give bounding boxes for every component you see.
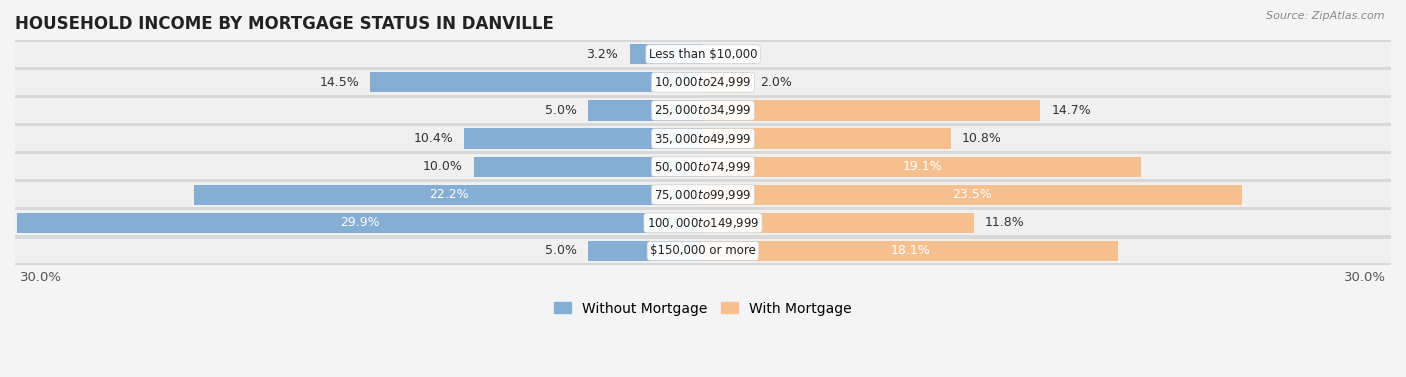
Bar [15, 70, 1391, 95]
Text: $10,000 to $24,999: $10,000 to $24,999 [654, 75, 752, 89]
Text: $35,000 to $49,999: $35,000 to $49,999 [654, 132, 752, 146]
Text: Less than $10,000: Less than $10,000 [648, 48, 758, 61]
Text: $75,000 to $99,999: $75,000 to $99,999 [654, 188, 752, 202]
Text: 30.0%: 30.0% [1344, 271, 1386, 284]
Bar [15, 97, 1391, 124]
Bar [703, 185, 1241, 205]
Bar [15, 237, 1391, 265]
Text: 19.1%: 19.1% [903, 160, 942, 173]
Bar [15, 124, 1391, 153]
Bar [15, 68, 1391, 97]
Text: 2.0%: 2.0% [761, 76, 792, 89]
Legend: Without Mortgage, With Mortgage: Without Mortgage, With Mortgage [548, 296, 858, 321]
Bar [194, 185, 703, 205]
Bar [15, 182, 1391, 207]
Text: 18.1%: 18.1% [890, 245, 931, 257]
Text: $100,000 to $149,999: $100,000 to $149,999 [647, 216, 759, 230]
Bar [703, 100, 1040, 121]
Text: 10.8%: 10.8% [962, 132, 1002, 145]
Bar [588, 100, 703, 121]
Bar [703, 156, 1142, 177]
Text: 11.8%: 11.8% [986, 216, 1025, 229]
Text: 10.0%: 10.0% [422, 160, 463, 173]
Text: 29.9%: 29.9% [340, 216, 380, 229]
Text: 30.0%: 30.0% [20, 271, 62, 284]
Text: $25,000 to $34,999: $25,000 to $34,999 [654, 103, 752, 117]
Text: 10.4%: 10.4% [413, 132, 453, 145]
Bar [588, 241, 703, 261]
Text: 23.5%: 23.5% [953, 188, 993, 201]
Bar [15, 153, 1391, 181]
Text: 14.5%: 14.5% [319, 76, 359, 89]
Text: 0.0%: 0.0% [714, 48, 747, 61]
Bar [703, 241, 1118, 261]
Bar [703, 213, 973, 233]
Bar [474, 156, 703, 177]
Bar [15, 42, 1391, 67]
Bar [17, 213, 703, 233]
Bar [703, 72, 749, 92]
Text: Source: ZipAtlas.com: Source: ZipAtlas.com [1267, 11, 1385, 21]
Text: HOUSEHOLD INCOME BY MORTGAGE STATUS IN DANVILLE: HOUSEHOLD INCOME BY MORTGAGE STATUS IN D… [15, 15, 554, 33]
Bar [630, 44, 703, 64]
Bar [464, 129, 703, 149]
Text: 3.2%: 3.2% [586, 48, 619, 61]
Bar [15, 40, 1391, 68]
Bar [15, 209, 1391, 237]
Bar [370, 72, 703, 92]
Bar [15, 181, 1391, 209]
Bar [703, 129, 950, 149]
Text: 5.0%: 5.0% [546, 245, 576, 257]
Bar [15, 98, 1391, 123]
Bar [15, 239, 1391, 264]
Bar [15, 126, 1391, 151]
Text: 22.2%: 22.2% [429, 188, 468, 201]
Bar [15, 154, 1391, 179]
Text: 5.0%: 5.0% [546, 104, 576, 117]
Bar [15, 210, 1391, 235]
Text: 14.7%: 14.7% [1052, 104, 1091, 117]
Text: $50,000 to $74,999: $50,000 to $74,999 [654, 159, 752, 174]
Text: $150,000 or more: $150,000 or more [650, 245, 756, 257]
